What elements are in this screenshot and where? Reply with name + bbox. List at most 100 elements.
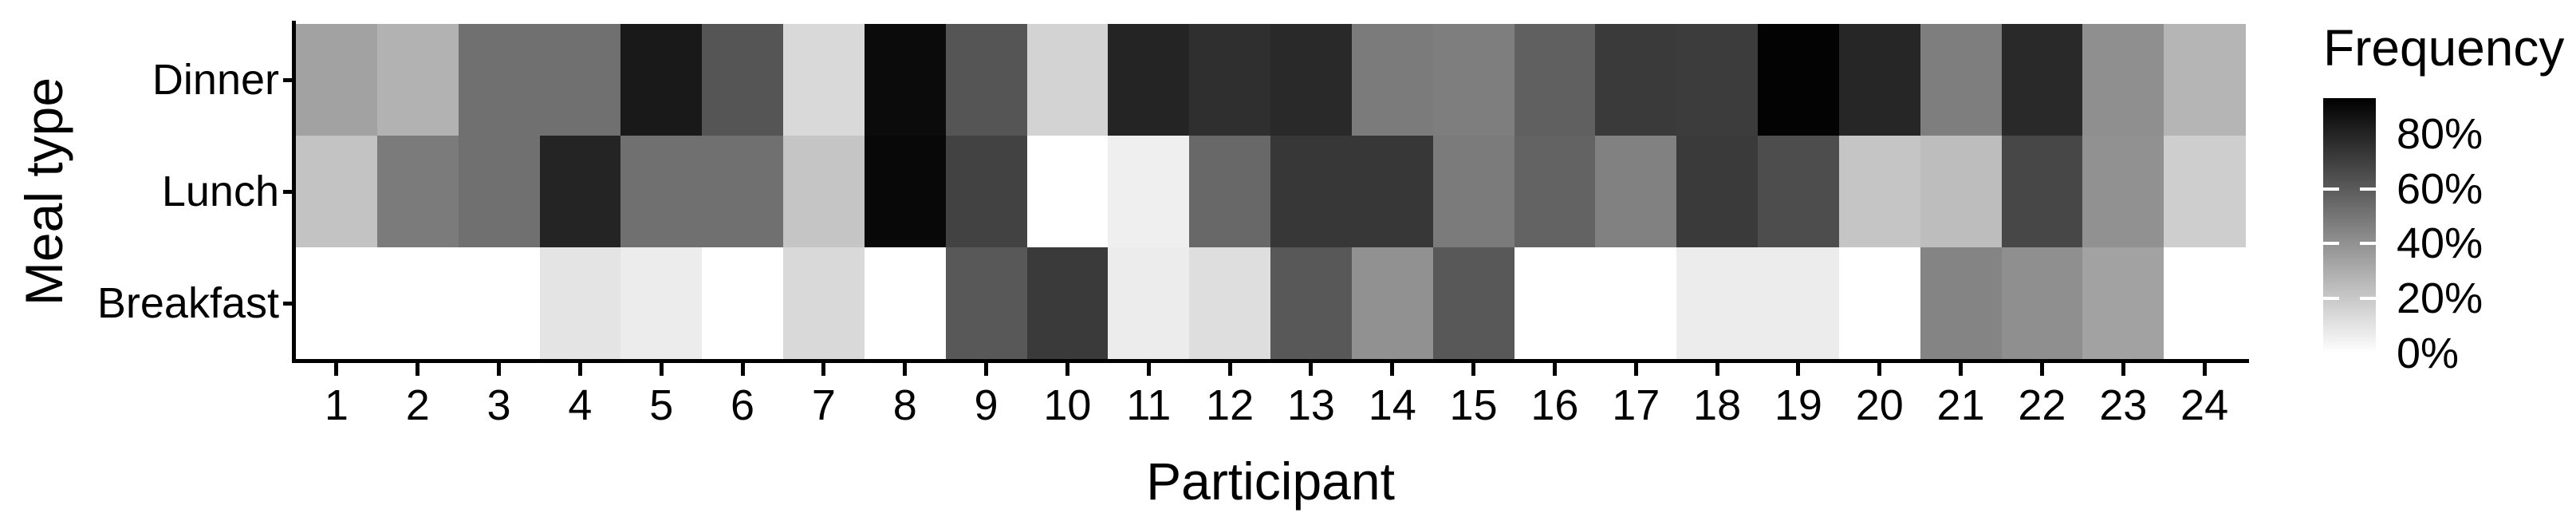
heatmap-cell: [1676, 24, 1759, 136]
heatmap-cell: [1676, 247, 1759, 360]
heatmap-cell: [376, 247, 459, 360]
x-tick-mark: [740, 363, 745, 376]
heatmap-cell: [620, 136, 703, 248]
heatmap-cell: [1189, 247, 1271, 360]
heatmap-cell: [1108, 24, 1190, 136]
heatmap-cell: [1432, 247, 1515, 360]
y-tick-mark: [283, 301, 296, 306]
x-tick-label: 1: [324, 381, 349, 429]
heatmap-cell: [1432, 24, 1515, 136]
heatmap-cell: [1432, 136, 1515, 248]
heatmap-cell: [1838, 247, 1921, 360]
legend-tick-mark: [2323, 187, 2339, 191]
heatmap-cell: [620, 247, 703, 360]
x-tick-label: 11: [1126, 381, 1172, 429]
heatmap-cell: [1108, 136, 1190, 248]
heatmap-cell: [296, 136, 378, 248]
legend-tick-label: 60%: [2397, 164, 2483, 213]
heatmap-cell: [1351, 24, 1434, 136]
x-tick-mark: [416, 363, 420, 376]
heatmap-cell: [296, 24, 378, 136]
heatmap-cell: [539, 24, 622, 136]
heatmap-cell: [2164, 136, 2246, 248]
y-axis-title: Meal type: [14, 77, 73, 306]
x-tick-mark: [334, 363, 339, 376]
heatmap-cell: [2082, 24, 2164, 136]
x-axis-line: [292, 359, 2249, 363]
x-tick-label: 12: [1206, 381, 1255, 429]
legend-tick-label: 0%: [2397, 330, 2460, 377]
legend-tick-mark: [2360, 297, 2376, 301]
x-axis-title: Participant: [1146, 452, 1395, 511]
heatmap-cell: [945, 247, 1028, 360]
heatmap-cell: [458, 24, 541, 136]
x-tick-label: 20: [1855, 381, 1904, 429]
x-tick-mark: [1065, 363, 1069, 376]
x-tick-label: 22: [2018, 381, 2066, 429]
heatmap-cell: [1758, 24, 1840, 136]
heatmap-cell: [1189, 136, 1271, 248]
heatmap-cell: [1595, 247, 1677, 360]
x-tick-label: 10: [1043, 381, 1092, 429]
heatmap-cell: [1676, 136, 1759, 248]
legend-title: Frequency: [2323, 19, 2565, 77]
x-tick-mark: [1796, 363, 1801, 376]
x-tick-mark: [1959, 363, 1964, 376]
heatmap-panel: [296, 24, 2246, 360]
heatmap-cell: [2082, 136, 2164, 248]
x-tick-label: 7: [811, 381, 836, 429]
heatmap-cell: [1026, 136, 1109, 248]
y-tick-mark: [283, 189, 296, 194]
heatmap-cell: [1838, 24, 1921, 136]
x-tick-mark: [1877, 363, 1882, 376]
heatmap-cell: [1270, 247, 1353, 360]
heatmap-cell: [864, 24, 947, 136]
x-tick-label: 2: [405, 381, 430, 429]
heatmap-cell: [1026, 247, 1109, 360]
heatmap-cell: [702, 247, 784, 360]
heatmap-cell: [1595, 136, 1677, 248]
x-tick-mark: [984, 363, 989, 376]
heatmap-cell: [864, 247, 947, 360]
x-tick-mark: [497, 363, 502, 376]
heatmap-cell: [2082, 247, 2164, 360]
heatmap-cell: [1595, 24, 1677, 136]
heatmap-cell: [945, 136, 1028, 248]
x-tick-mark: [1715, 363, 1719, 376]
x-tick-mark: [577, 363, 582, 376]
heatmap-cell: [702, 24, 784, 136]
heatmap-cell: [1189, 24, 1271, 136]
heatmap-cell: [2164, 24, 2246, 136]
x-tick-label: 18: [1693, 381, 1742, 429]
heatmap-cell: [1108, 247, 1190, 360]
heatmap-cell: [1920, 247, 2003, 360]
heatmap-cell: [1758, 247, 1840, 360]
x-tick-label: 3: [486, 381, 511, 429]
heatmap-cell: [2164, 247, 2246, 360]
heatmap-cell: [1920, 24, 2003, 136]
heatmap-cell: [458, 247, 541, 360]
x-tick-label: 21: [1936, 381, 1985, 429]
heatmap-cell: [783, 136, 865, 248]
x-tick-label: 17: [1612, 381, 1660, 429]
heatmap-cell: [458, 136, 541, 248]
x-tick-mark: [659, 363, 664, 376]
heatmap-cell: [1838, 136, 1921, 248]
x-tick-label: 23: [2099, 381, 2148, 429]
legend-tick-label: 80%: [2397, 109, 2483, 158]
x-tick-label: 16: [1530, 381, 1579, 429]
heatmap-cell: [620, 24, 703, 136]
x-tick-mark: [821, 363, 826, 376]
x-tick-mark: [1227, 363, 1232, 376]
x-tick-label: 14: [1368, 381, 1416, 429]
heatmap-cell: [2001, 136, 2084, 248]
heatmap-cell: [1920, 136, 2003, 248]
x-tick-mark: [1471, 363, 1476, 376]
x-tick-label: 19: [1774, 381, 1822, 429]
x-tick-label: 13: [1286, 381, 1335, 429]
x-tick-mark: [2039, 363, 2044, 376]
y-tick-label: Lunch: [161, 168, 279, 215]
x-tick-mark: [2202, 363, 2207, 376]
heatmap-cell: [539, 136, 622, 248]
